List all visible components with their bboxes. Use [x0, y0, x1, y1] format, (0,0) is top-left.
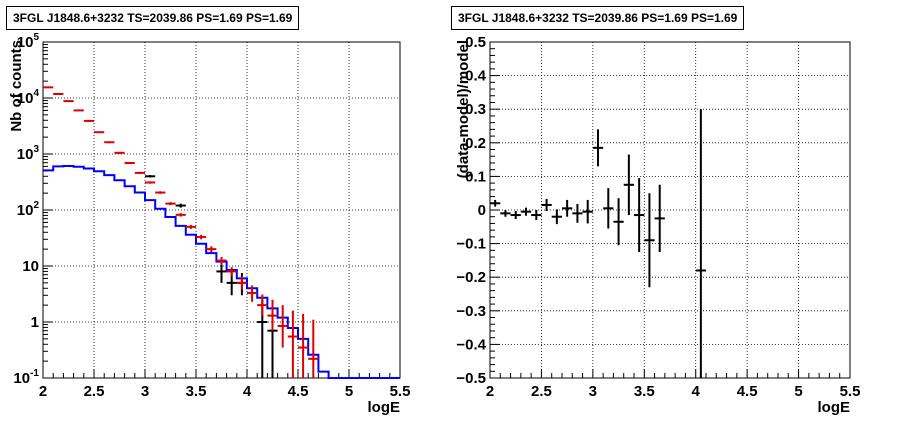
left-y-tick-label: 103: [17, 144, 40, 163]
right-y-tick-label: −0.1: [456, 236, 486, 253]
left-y-tick-exponent: 2: [33, 200, 39, 211]
right-y-tick-label: −0.2: [456, 269, 486, 286]
left-x-tick-label: 2.5: [84, 383, 105, 400]
left-y-tick-exponent: -1: [30, 368, 39, 379]
left-y-axis-label: Nb of counts: [8, 40, 25, 132]
right-chart-title: 3FGL J1848.6+3232 TS=2039.86 PS=1.69 PS=…: [451, 6, 745, 30]
left-x-tick-label: 5.5: [390, 383, 411, 400]
left-y-tick-exponent: 3: [33, 144, 39, 155]
left-x-tick-label: 3: [141, 383, 149, 400]
left-y-grid: [43, 97, 400, 323]
left-x-tick-label: 5: [345, 383, 353, 400]
left-chart-title: 3FGL J1848.6+3232 TS=2039.86 PS=1.69 PS=…: [6, 6, 300, 30]
left-y-tick-label: 1: [31, 314, 39, 331]
right-y-tick-label: −0.4: [456, 336, 486, 353]
right-x-tick-label: 3: [589, 383, 597, 400]
left-y-tick-label: 102: [17, 200, 40, 219]
left-x-tick-label: 3.5: [186, 383, 207, 400]
left-x-tick-label: 4: [243, 383, 252, 400]
right-y-axis-label: (data-model)/model: [455, 40, 472, 178]
left-chart-panel: 2 2.5 3 3.5 4 4.5 5 5.5logE10-1110102103104105N…: [8, 32, 410, 416]
left-x-tick-label: 4.5: [288, 383, 309, 400]
left-data-point-group: [145, 175, 278, 378]
right-y-tick-label: −0.5: [456, 370, 486, 387]
right-x-tick-label: 3.5: [634, 383, 655, 400]
left-y-tick-label: 10-1: [13, 368, 39, 387]
left-model-point-group: [43, 86, 319, 378]
right-x-tick-label: 4: [692, 383, 701, 400]
right-residual-group: [490, 109, 706, 378]
left-y-tick-exponent: 5: [33, 32, 39, 43]
right-y-tick-label: 0: [478, 202, 486, 219]
right-y-tick-label: 0.1: [465, 168, 486, 185]
right-y-tick-label: 0.2: [465, 135, 486, 152]
right-x-tick-label: 2.5: [531, 383, 552, 400]
left-x-tick-label: 2: [39, 383, 47, 400]
left-y-tick-label: 10: [22, 258, 39, 275]
right-x-axis-label: logE: [818, 399, 851, 416]
right-y-grid: [490, 75, 850, 345]
right-y-tick-label: 0.3: [465, 101, 486, 118]
right-x-tick-label: 5: [794, 383, 802, 400]
left-y-tick-exponent: 4: [33, 88, 39, 99]
right-x-tick-label: 2: [486, 383, 494, 400]
left-x-axis-label: logE: [368, 399, 401, 416]
right-y-tick-label: 0.4: [465, 68, 487, 85]
right-x-tick-label: 4.5: [737, 383, 758, 400]
right-y-tick-label: −0.3: [456, 303, 486, 320]
right-x-tick-label: 5.5: [840, 383, 861, 400]
right-y-tick-label: 0.5: [465, 34, 486, 51]
